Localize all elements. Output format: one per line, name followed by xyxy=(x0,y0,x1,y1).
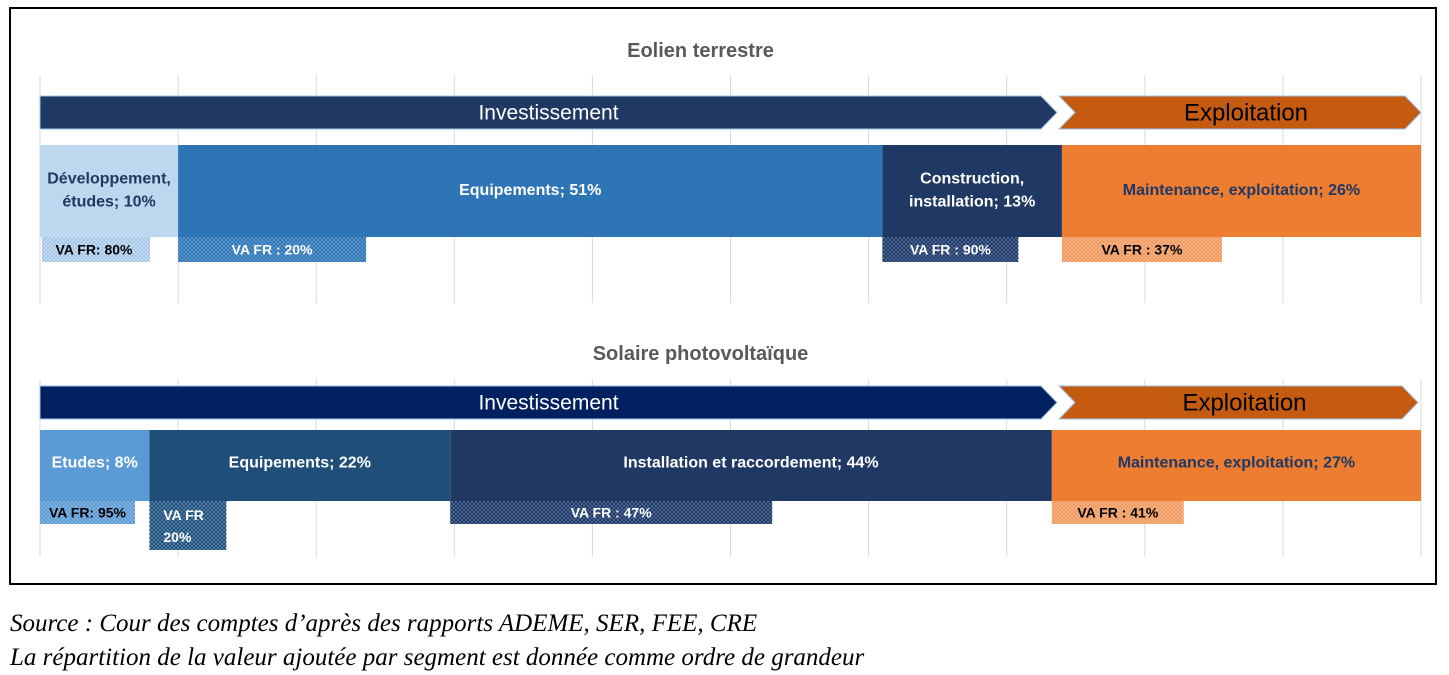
phase-arrow-exploitation xyxy=(1057,95,1422,130)
segment-bar xyxy=(1051,430,1421,501)
value-chain-chart: Eolien terrestre Investissement Exploitati… xyxy=(39,40,1422,557)
chart-title: Solaire photovoltaïque xyxy=(593,343,809,365)
chart-title: Eolien terrestre xyxy=(627,40,774,62)
segment-group: Etudes; 8% VA FR: 95% xyxy=(40,430,150,524)
segment-group: Développement, études; 10% VA FR: 80% xyxy=(40,145,179,262)
va-fr-box xyxy=(178,237,367,262)
segment-label: Développement, études; 10% xyxy=(47,171,171,211)
segment-bar xyxy=(40,145,179,237)
va-fr-box xyxy=(882,237,1019,262)
va-fr-box xyxy=(1051,501,1184,524)
segment-bar xyxy=(149,430,451,501)
va-fr-label: VA FR: 80% xyxy=(55,242,133,258)
segment-label: Maintenance, exploitation; 27% xyxy=(1118,455,1355,472)
va-fr-box xyxy=(42,237,150,262)
segment-group: Construction, installation; 13% VA FR : 90… xyxy=(882,145,1062,262)
segment-group: Maintenance, exploitation; 27% VA FR : 41… xyxy=(1051,430,1421,524)
segment-group: Maintenance, exploitation; 26% VA FR : 37… xyxy=(1061,145,1421,262)
phase-arrow-exploitation xyxy=(1057,385,1419,420)
phase-arrow-investissement xyxy=(39,95,1058,130)
segment-label: Equipements; 51% xyxy=(459,182,601,199)
segment-bar xyxy=(1061,145,1421,237)
va-fr-box xyxy=(450,501,773,524)
segment-bar xyxy=(882,145,1062,237)
va-fr-label: VA FR : 37% xyxy=(1101,242,1182,258)
phase-arrow-investissement xyxy=(39,385,1058,420)
segment-group: Equipements; 22% VA FR 20% xyxy=(149,430,451,550)
va-fr-label: VA FR : 90% xyxy=(910,242,991,258)
segment-bar xyxy=(178,145,883,237)
phase-label-investissement: Investissement xyxy=(478,392,618,415)
panel-solaire-photovoltaique: Solaire photovoltaïque Investissement Expl… xyxy=(39,343,1421,550)
va-fr-label: VA FR 20% xyxy=(163,507,203,545)
va-fr-box xyxy=(40,501,135,524)
phase-label-investissement: Investissement xyxy=(478,102,618,125)
va-fr-label: VA FR : 41% xyxy=(1077,505,1158,521)
segment-label: Maintenance, exploitation; 26% xyxy=(1123,182,1360,199)
note-caption: La répartition de la valeur ajoutée par … xyxy=(10,644,865,671)
segment-group: Equipements; 51% VA FR : 20% xyxy=(178,145,883,262)
segment-label: Equipements; 22% xyxy=(229,455,371,472)
source-caption: Source : Cour des comptes d’après des ra… xyxy=(10,610,758,637)
segment-label: Installation et raccordement; 44% xyxy=(623,455,878,472)
va-fr-box xyxy=(1061,237,1222,262)
segment-bar xyxy=(40,430,150,501)
panel-eolien-terrestre: Eolien terrestre Investissement Exploitati… xyxy=(39,40,1422,262)
va-fr-label: VA FR : 47% xyxy=(571,505,652,521)
segment-label: Construction, installation; 13% xyxy=(909,171,1035,211)
segment-bar xyxy=(450,430,1052,501)
phase-label-exploitation: Exploitation xyxy=(1182,390,1306,417)
phase-label-exploitation: Exploitation xyxy=(1184,100,1308,127)
segment-group: Installation et raccordement; 44% VA FR :… xyxy=(450,430,1052,524)
chart-frame: Eolien terrestre Investissement Exploitati… xyxy=(9,7,1437,585)
va-fr-label: VA FR: 95% xyxy=(49,505,127,521)
va-fr-label: VA FR : 20% xyxy=(232,242,313,258)
va-fr-box xyxy=(149,501,227,550)
segment-label: Etudes; 8% xyxy=(52,455,138,472)
